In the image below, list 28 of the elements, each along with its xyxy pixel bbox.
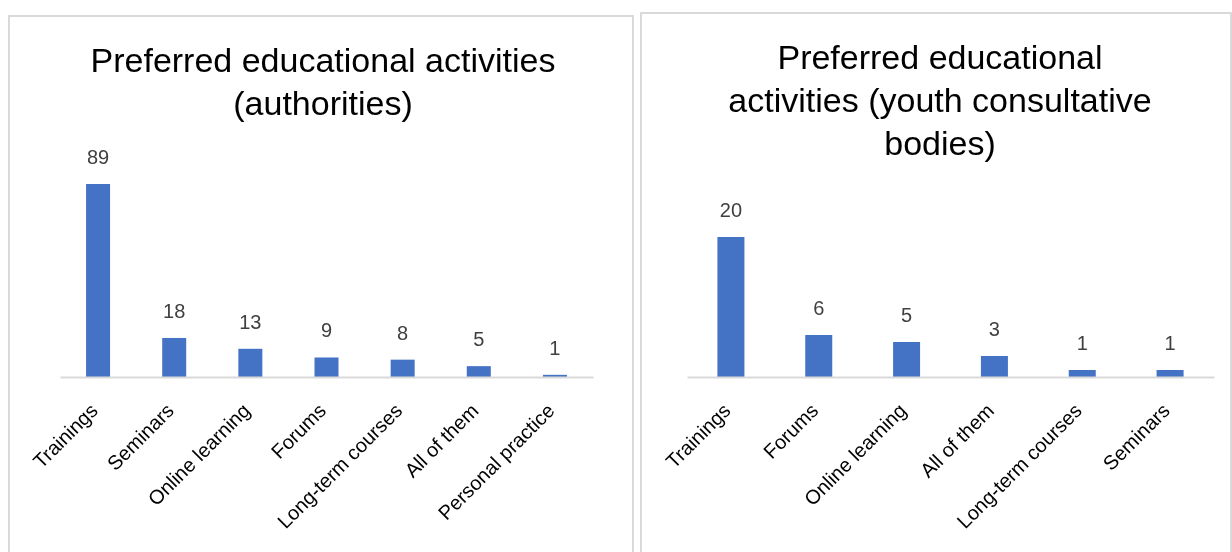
- data-label: 5: [473, 328, 485, 351]
- bar: [893, 342, 921, 377]
- data-label: 5: [901, 304, 913, 326]
- chart-title: Preferred educational activities (authorities): [90, 41, 556, 122]
- data-label: 13: [239, 310, 262, 333]
- bar: [1068, 370, 1096, 377]
- data-label: 3: [988, 318, 1000, 340]
- bar: [542, 374, 567, 377]
- bar: [162, 337, 187, 377]
- bar: [86, 184, 111, 377]
- data-label: 9: [320, 319, 333, 342]
- bar: [805, 335, 833, 377]
- data-label: 89: [86, 146, 110, 168]
- data-label: 1: [1164, 332, 1176, 354]
- bar: [717, 237, 745, 377]
- data-label: 1: [1076, 332, 1088, 354]
- data-label: 8: [397, 321, 409, 344]
- data-label: 20: [719, 199, 743, 221]
- bar: [466, 366, 491, 377]
- bar: [1156, 370, 1184, 377]
- bar: [980, 356, 1008, 377]
- bar: [238, 348, 263, 377]
- bar: [390, 359, 415, 377]
- bar: [314, 357, 339, 377]
- data-label: 1: [549, 336, 561, 359]
- data-label: 18: [163, 299, 186, 322]
- data-label: 6: [813, 297, 825, 319]
- chart-title: Preferred educational activities (youth consultative bodies): [728, 38, 1152, 162]
